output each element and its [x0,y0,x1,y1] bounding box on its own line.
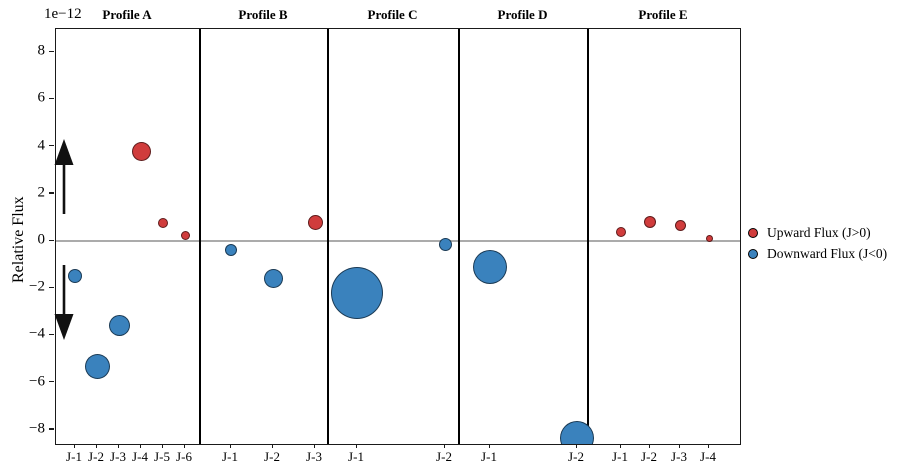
data-point [225,244,237,257]
data-point [616,226,626,237]
x-tick-mark [162,444,164,448]
panel-title: Profile E [638,7,688,22]
x-tick-label: J-4 [132,449,148,464]
y-tick-label: 2 [37,184,46,201]
y-tick-mark [49,50,54,52]
data-point [180,230,190,240]
data-point [674,220,686,232]
x-tick-label: J-1 [222,449,238,464]
data-point [131,141,151,161]
y-tick-label: 0 [37,231,46,248]
panel-divider [458,29,460,444]
x-tick-label: J-2 [436,449,452,464]
legend-item-downward: Downward Flux (J<0) [748,246,888,261]
y-tick-mark [49,428,54,430]
y-tick-label: 4 [37,137,46,154]
x-tick-label: J-3 [306,449,322,464]
x-tick-label: J-1 [612,449,628,464]
x-tick-mark [489,444,491,448]
y-tick-mark [49,333,54,336]
panel-title: Profile C [367,7,418,22]
panel-title: Profile B [238,7,288,22]
y-tick-label: 6 [37,89,46,106]
data-point [331,266,383,319]
legend-label-upward: Upward Flux (J>0) [767,225,871,240]
x-tick-label: J-5 [154,449,170,464]
x-tick-mark [679,444,681,448]
x-tick-mark [184,444,186,448]
x-tick-mark [576,444,578,448]
x-tick-mark [314,444,316,448]
x-tick-label: J-4 [700,449,716,464]
y-tick-mark [49,286,54,288]
x-tick-label: J-3 [110,449,126,464]
x-tick-label: J-1 [348,449,364,464]
downward-flux-arrow-icon [54,265,74,340]
y-tick-mark [49,192,54,194]
y-tick-label: 8 [37,42,46,59]
x-tick-mark [118,444,120,448]
data-point [438,238,452,252]
data-point [307,214,323,230]
data-point [84,353,110,379]
x-tick-label: J-2 [88,449,104,464]
x-tick-mark [649,444,651,448]
x-tick-mark [620,444,622,448]
x-tick-mark [444,444,446,448]
data-point [644,216,656,229]
y-tick-mark [49,145,54,147]
x-tick-mark [356,444,358,448]
x-tick-mark [230,444,232,448]
x-tick-mark [74,444,76,448]
y-tick-label: −4 [29,325,45,342]
y-tick-label: −2 [29,278,45,295]
data-point [158,218,168,229]
data-point [68,269,82,284]
x-tick-label: J-1 [481,449,497,464]
data-point [108,315,130,337]
upward-flux-marker-icon [748,228,758,238]
panel-title: Profile D [497,7,548,22]
x-tick-label: J-2 [568,449,584,464]
data-point [473,249,507,284]
panel-divider [199,29,201,444]
panel-title: Profile A [102,7,152,22]
x-tick-label: J-6 [176,449,192,464]
y-tick-label: −6 [29,373,45,390]
x-tick-label: J-1 [66,449,82,464]
x-tick-mark [272,444,274,448]
legend-item-upward: Upward Flux (J>0) [748,225,871,240]
x-tick-label: J-3 [671,449,687,464]
zero-reference-line [56,240,740,242]
x-tick-label: J-2 [264,449,280,464]
downward-flux-marker-icon [748,249,758,259]
x-tick-mark [708,444,710,448]
y-tick-mark [49,97,54,100]
y-tick-mark [49,239,54,241]
legend-label-downward: Downward Flux (J<0) [767,246,888,261]
y-axis-offset-label: 1e−12 [44,6,82,22]
x-tick-mark [96,444,98,448]
panel-divider [327,29,329,444]
panel-divider [587,29,589,444]
y-tick-mark [49,381,54,383]
data-point [705,235,713,243]
upward-flux-arrow-icon [54,139,74,214]
y-tick-label: −8 [29,420,45,437]
x-tick-label: J-2 [641,449,657,464]
data-point [263,269,283,289]
plot-area [55,28,741,445]
x-tick-mark [140,444,142,448]
